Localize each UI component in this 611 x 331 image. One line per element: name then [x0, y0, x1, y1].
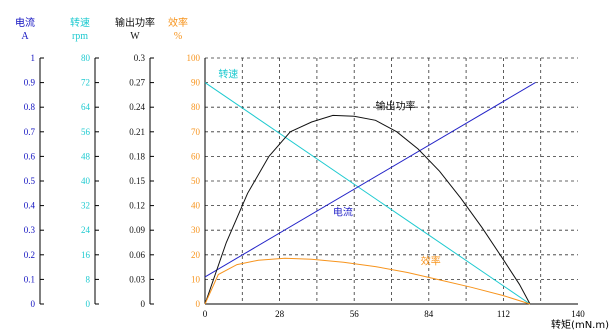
series-line-输出功率	[204, 114, 531, 305]
tick-label-speed: 80	[81, 53, 91, 63]
tick-label-torque: 84	[424, 309, 434, 319]
tick-label-efficiency: 100	[187, 53, 201, 63]
curve-label: 电流	[333, 205, 353, 218]
tick-label-speed: 40	[81, 176, 91, 186]
tick-label-power: 0.09	[129, 225, 145, 235]
tick-label-efficiency: 70	[191, 127, 201, 137]
tick-label-efficiency: 40	[191, 201, 201, 211]
tick-label-current: 0.7	[24, 127, 36, 137]
tick-label-power: 0	[141, 299, 146, 309]
axis-unit-speed: rpm	[72, 31, 88, 42]
tick-label-speed: 16	[81, 250, 91, 260]
tick-label-torque: 0	[203, 309, 208, 319]
tick-label-power: 0.24	[129, 102, 145, 112]
axis-unit-efficiency: %	[174, 31, 182, 42]
tick-label-power: 0.18	[129, 151, 145, 161]
series-line-转速	[204, 82, 531, 305]
series-line-效率	[204, 257, 531, 305]
axis-title-current: 电流	[15, 16, 35, 29]
tick-label-power: 0.06	[129, 250, 145, 260]
tick-label-torque: 112	[497, 309, 510, 319]
series-line-电流	[204, 82, 536, 278]
tick-label-speed: 32	[81, 201, 90, 211]
tick-label-efficiency: 80	[191, 102, 201, 112]
tick-label-speed: 56	[81, 127, 91, 137]
tick-label-power: 0.15	[129, 176, 145, 186]
tick-label-efficiency: 50	[191, 176, 201, 186]
tick-label-power: 0.3	[134, 53, 146, 63]
plot-frame	[204, 58, 578, 305]
curve-label: 转速	[218, 68, 238, 81]
chart-grid	[205, 57, 578, 304]
tick-label-efficiency: 60	[191, 151, 201, 161]
tick-label-torque: 140	[571, 309, 585, 319]
tick-label-current: 0.6	[24, 151, 36, 161]
series-layer	[204, 82, 536, 305]
tick-label-current: 0.5	[24, 176, 36, 186]
tick-label-power: 0.27	[129, 78, 145, 88]
axis-title-power: 输出功率	[115, 16, 155, 29]
axis-title-torque: 转矩(mN.m)	[551, 318, 609, 331]
tick-label-power: 0.12	[129, 201, 145, 211]
tick-label-torque: 28	[275, 309, 285, 319]
tick-label-speed: 24	[81, 225, 91, 235]
tick-label-current: 1	[31, 53, 36, 63]
tick-label-current: 0.4	[24, 201, 36, 211]
axis-unit-current: A	[21, 31, 29, 42]
tick-label-speed: 8	[86, 274, 91, 284]
tick-label-efficiency: 30	[191, 225, 201, 235]
tick-label-torque: 56	[350, 309, 360, 319]
secondary-y-axes: 电流 A 0 0.1 0.2 0.3 0.4 0.5 0.6 0.7 0.8 0.9 1 转速 rpm 0 8 1…	[15, 16, 155, 309]
tick-label-efficiency: 20	[191, 250, 201, 260]
y-axis-power: 输出功率 W 0 0.03 0.06 0.09 0.12 0.15 0.18 0.21 0.24 0.…	[115, 16, 155, 309]
y-axis-speed: 转速 rpm 0 8 16 24 32 40 48 56 64 72 80	[70, 16, 99, 309]
tick-label-speed: 0	[86, 299, 91, 309]
tick-label-current: 0	[31, 299, 36, 309]
curve-label: 效率	[421, 255, 441, 268]
tick-label-speed: 64	[81, 102, 91, 112]
axis-title-efficiency: 效率	[168, 16, 188, 29]
tick-label-current: 0.8	[24, 102, 36, 112]
tick-label-current: 0.2	[24, 250, 35, 260]
tick-label-current: 0.1	[24, 274, 35, 284]
y-axis-current: 电流 A 0 0.1 0.2 0.3 0.4 0.5 0.6 0.7 0.8 0.9 1	[15, 16, 44, 309]
axis-unit-power: W	[130, 31, 140, 42]
tick-label-speed: 48	[81, 151, 91, 161]
curve-label: 输出功率	[376, 100, 416, 113]
tick-label-efficiency: 90	[191, 78, 201, 88]
primary-y-axis-efficiency: 效率% 0 10 20 30 40 50 60 70 80 90 100	[168, 16, 201, 309]
tick-label-efficiency: 0	[196, 299, 201, 309]
tick-label-current: 0.3	[24, 225, 36, 235]
tick-label-power: 0.21	[129, 127, 145, 137]
tick-label-efficiency: 10	[191, 274, 201, 284]
tick-label-power: 0.03	[129, 274, 145, 284]
tick-label-speed: 72	[81, 78, 90, 88]
tick-label-current: 0.9	[24, 78, 36, 88]
axis-title-speed: 转速	[70, 16, 90, 29]
